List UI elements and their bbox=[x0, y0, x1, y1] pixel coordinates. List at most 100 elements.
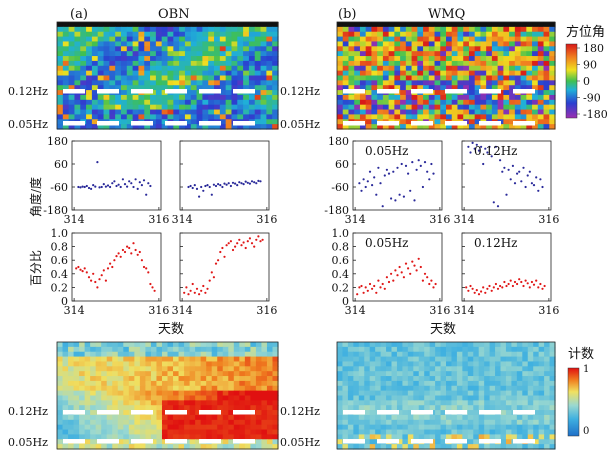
heatmap-cell bbox=[400, 80, 407, 86]
heatmap-cell bbox=[371, 75, 378, 81]
heatmap-cell bbox=[527, 419, 534, 426]
heatmap-cell bbox=[272, 366, 279, 372]
heatmap-cell bbox=[184, 439, 191, 445]
heatmap-cell bbox=[484, 429, 491, 436]
heatmap-cell bbox=[161, 390, 169, 397]
heatmap-cell bbox=[347, 361, 354, 367]
heatmap-cell bbox=[509, 85, 516, 91]
heatmap-cell bbox=[451, 124, 459, 130]
heatmap-cell bbox=[206, 380, 213, 387]
freq-marker-dash bbox=[513, 439, 535, 444]
heatmap-cell bbox=[495, 385, 502, 392]
heatmap-cell bbox=[225, 41, 233, 47]
heatmap-cell bbox=[391, 366, 398, 372]
heatmap-cell bbox=[261, 380, 268, 387]
heatmap-cell bbox=[184, 94, 192, 101]
heatmap-cell bbox=[451, 70, 459, 77]
heatmap-cell bbox=[261, 429, 268, 436]
heatmap-cell bbox=[480, 56, 487, 62]
heatmap-cell bbox=[405, 94, 413, 101]
heatmap-cell bbox=[84, 424, 91, 431]
heatmap-cell bbox=[505, 424, 512, 431]
small-plot: 314 316 bbox=[172, 232, 277, 317]
heatmap-cell bbox=[260, 90, 267, 96]
heatmap-cell bbox=[68, 414, 75, 421]
heatmap-cell bbox=[527, 351, 534, 358]
heatmap-cell bbox=[167, 380, 174, 387]
heatmap-cell bbox=[371, 109, 378, 116]
small-plot: 314 316 bbox=[172, 140, 277, 226]
heatmap-cell bbox=[544, 400, 551, 406]
heatmap-cell bbox=[428, 46, 436, 52]
heatmap-cell bbox=[57, 376, 64, 382]
heatmap-cell bbox=[255, 434, 263, 440]
data-point bbox=[387, 280, 391, 284]
heatmap-cell bbox=[497, 104, 504, 111]
heatmap-cell bbox=[272, 405, 279, 411]
freq-marker-dash bbox=[131, 410, 153, 415]
freq-label-005-b: 0.05Hz bbox=[280, 118, 320, 131]
heatmap-cell bbox=[440, 356, 447, 363]
heatmap-cell bbox=[388, 51, 395, 57]
heatmap-cell bbox=[407, 429, 414, 436]
heatmap-cell bbox=[156, 410, 163, 416]
heatmap-cell bbox=[233, 361, 240, 367]
heatmap-cell bbox=[101, 390, 108, 397]
data-point bbox=[200, 185, 203, 189]
heatmap-cell bbox=[272, 60, 279, 67]
heatmap-cell bbox=[394, 99, 401, 106]
heatmap-cell bbox=[434, 94, 441, 101]
freq-label-012-c: 0.12Hz bbox=[8, 405, 48, 418]
heatmap-cell bbox=[417, 51, 424, 57]
heatmap-cell bbox=[73, 405, 80, 411]
heatmap-cell bbox=[446, 104, 453, 111]
heatmap-cell bbox=[200, 361, 207, 367]
heatmap-cell bbox=[156, 385, 163, 392]
heatmap-cell bbox=[543, 119, 550, 125]
heatmap-cell bbox=[178, 414, 185, 421]
heatmap-cell bbox=[250, 361, 257, 367]
heatmap-cell bbox=[225, 75, 233, 81]
heatmap-cell bbox=[243, 46, 250, 52]
heatmap-cell bbox=[386, 405, 393, 411]
heatmap-cell bbox=[514, 104, 522, 111]
heatmap-cell bbox=[167, 361, 174, 367]
heatmap-cell bbox=[244, 351, 251, 358]
heatmap-cell bbox=[377, 22, 384, 28]
heatmap-cell bbox=[202, 56, 209, 62]
heatmap-cell bbox=[520, 56, 527, 62]
heatmap-cell bbox=[537, 60, 545, 67]
heatmap-cell bbox=[219, 114, 227, 120]
heatmap-cell bbox=[222, 342, 229, 348]
heatmap-cell bbox=[115, 94, 122, 101]
heatmap-cell bbox=[347, 390, 354, 397]
heatmap-cell bbox=[103, 31, 110, 38]
heatmap-cell bbox=[155, 94, 163, 101]
heatmap-cell bbox=[106, 366, 113, 372]
heatmap-cell bbox=[145, 405, 152, 411]
heatmap-cell bbox=[342, 424, 349, 431]
data-point bbox=[513, 182, 517, 185]
heatmap-cell bbox=[126, 104, 134, 111]
heatmap-cell bbox=[117, 395, 124, 401]
heatmap-cell bbox=[196, 109, 203, 116]
heatmap-cell bbox=[139, 405, 147, 411]
heatmap-cell bbox=[358, 380, 365, 387]
heatmap-cell bbox=[429, 429, 436, 436]
heatmap-cell bbox=[407, 390, 414, 397]
heatmap-cell bbox=[80, 70, 87, 77]
heatmap-cell bbox=[233, 429, 240, 436]
heatmap-cell bbox=[526, 60, 533, 67]
heatmap-cell bbox=[202, 99, 209, 106]
heatmap-cell bbox=[97, 22, 105, 28]
heatmap-cell bbox=[484, 356, 491, 363]
heatmap-cell bbox=[228, 429, 235, 436]
plot-frame bbox=[71, 140, 162, 211]
heatmap-cell bbox=[225, 26, 233, 33]
heatmap-cell bbox=[173, 405, 180, 411]
heatmap-cell bbox=[526, 22, 533, 28]
heatmap-cell bbox=[73, 371, 80, 377]
data-point bbox=[392, 279, 395, 282]
heatmap-cell bbox=[411, 46, 418, 52]
heatmap-cell bbox=[503, 31, 510, 38]
